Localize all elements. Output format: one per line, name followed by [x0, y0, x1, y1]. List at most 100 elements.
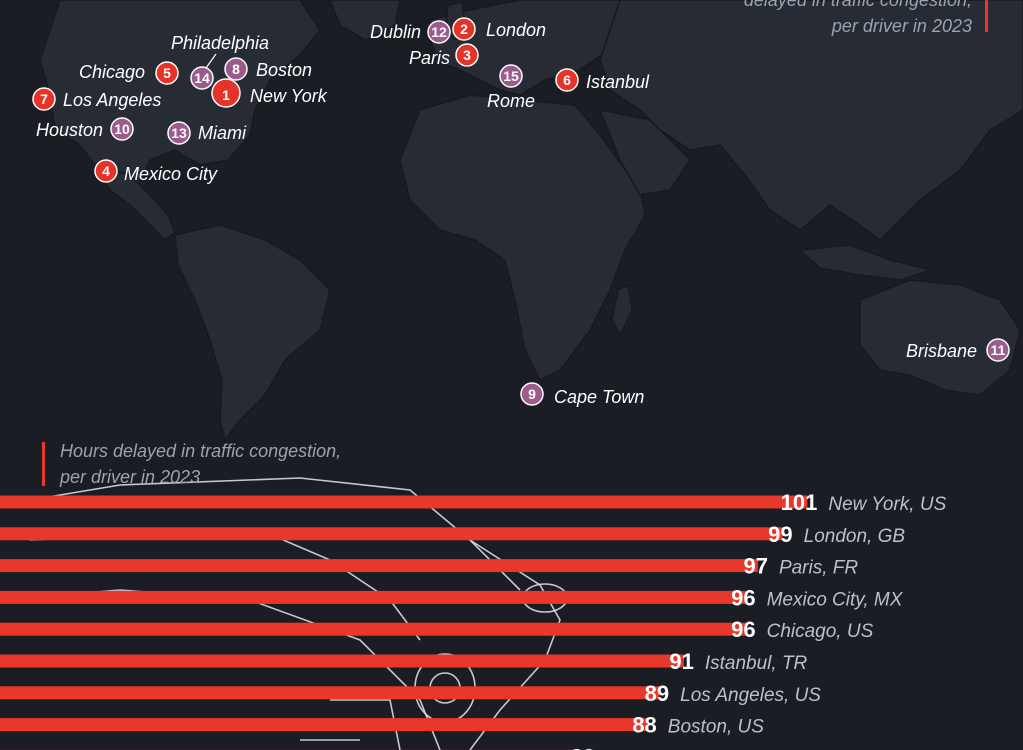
marker-rank: 12 [431, 24, 447, 40]
bar [0, 590, 746, 604]
marker-city-label: London [486, 20, 546, 40]
marker-rank: 1 [222, 87, 230, 103]
bar-category-label: Mexico City, MX [767, 589, 904, 610]
map-marker[interactable]: 13 Miami [167, 121, 247, 145]
bar-row: 91 Istanbul, TR [0, 649, 808, 674]
map-marker[interactable]: 7 Los Angeles [32, 87, 161, 111]
marker-city-label: Cape Town [554, 387, 644, 407]
marker-dot [211, 78, 241, 108]
asia-landmass [599, 0, 1023, 241]
chart-legend-accent-bar [42, 442, 45, 486]
marker-dot [499, 64, 523, 88]
madagascar-landmass [611, 283, 633, 337]
marker-city-label: Chicago [79, 62, 145, 82]
marker-dot [155, 61, 179, 85]
car-grille-outline [300, 699, 401, 750]
marker-rank: 8 [232, 61, 240, 77]
map-marker[interactable]: 10 Houston [36, 117, 134, 141]
marker-dot [94, 159, 118, 183]
bar [0, 559, 758, 573]
top-legend-accent-bar [985, 0, 988, 32]
marker-rank: 10 [114, 121, 130, 137]
marker-rank: 13 [171, 125, 187, 141]
bar-chart: 101 New York, US 99 London, GB 97 Paris, FR 96… [0, 490, 947, 750]
bar [0, 495, 808, 509]
bar-category-label: New York, US [828, 494, 946, 515]
map-marker[interactable]: 8 Boston [224, 57, 312, 81]
bar-row: 88 Boston, US [0, 713, 764, 738]
marker-city-label: Mexico City [124, 164, 218, 184]
map-marker[interactable]: 11 Brisbane [906, 338, 1010, 362]
chart-legend: Hours delayed in traffic congestion, per… [42, 441, 341, 487]
top-legend: delayed in traffic congestion, per drive… [744, 0, 988, 36]
marker-rank: 11 [991, 342, 1006, 358]
bar-row: 96 Chicago, US [0, 617, 874, 642]
car-outline-illustration [0, 477, 568, 750]
bar-row: 83 Cape Town, ZA [0, 744, 736, 750]
map-marker[interactable]: 4 Mexico City [94, 159, 218, 184]
bar-category-label: Los Angeles, US [680, 685, 821, 706]
world-map [39, 0, 1023, 442]
arabian-peninsula-landmass [598, 109, 691, 196]
bar-category-label: Chicago, US [767, 621, 874, 642]
marker-city-label: Miami [198, 123, 247, 143]
map-marker[interactable]: 3 Paris [409, 43, 479, 68]
marker-city-label: Paris [409, 48, 450, 68]
marker-dot [520, 382, 544, 406]
australia-landmass [859, 279, 1021, 396]
map-marker[interactable]: 14 Philadelphia [171, 33, 269, 90]
bar-value-label: 101 [781, 490, 818, 515]
car-roof-outline [0, 477, 521, 591]
marker-city-label: Rome [487, 91, 535, 111]
map-marker[interactable]: 12 Dublin [370, 20, 451, 44]
marker-rank: 9 [528, 386, 536, 402]
bar-value-label: 88 [632, 713, 656, 738]
marker-city-label: Philadelphia [171, 33, 269, 53]
marker-dot [555, 68, 579, 92]
marker-dot [224, 57, 248, 81]
map-marker[interactable]: 5 Chicago [79, 61, 179, 85]
bar-value-label: 96 [731, 585, 755, 610]
marker-dot [986, 338, 1010, 362]
bar-value-label: 97 [743, 554, 767, 579]
south-america-landmass [174, 224, 331, 442]
philadelphia-leader-line [205, 53, 217, 69]
bar-row: 89 Los Angeles, US [0, 681, 821, 706]
marker-rank: 3 [463, 47, 471, 63]
marker-rank: 5 [163, 65, 171, 81]
bar-value-label: 91 [669, 649, 693, 674]
map-markers: 1 New York 2 London 3 Paris 4 Mexico City 5 Chica… [32, 17, 1010, 407]
bar [0, 686, 660, 700]
marker-rank: 2 [460, 21, 468, 37]
marker-dot [32, 87, 56, 111]
top-legend-line1: delayed in traffic congestion, [744, 0, 972, 10]
bar [0, 527, 783, 541]
marker-city-label: Istanbul [586, 72, 650, 92]
bar-row: 96 Mexico City, MX [0, 585, 904, 610]
map-marker[interactable]: 9 Cape Town [520, 382, 644, 407]
marker-rank: 6 [563, 72, 571, 88]
bar-category-label: Istanbul, TR [705, 653, 808, 674]
map-marker[interactable]: 6 Istanbul [555, 68, 650, 92]
marker-rank: 4 [102, 163, 110, 179]
marker-city-label: Boston [256, 60, 312, 80]
bar-value-label: 99 [768, 522, 792, 547]
marker-dot [190, 66, 214, 90]
map-marker[interactable]: 15 Rome [487, 64, 535, 111]
car-side-outline [469, 539, 561, 750]
central-america-landmass [93, 163, 176, 241]
marker-rank: 7 [40, 91, 48, 107]
marker-rank: 14 [194, 70, 210, 86]
map-marker[interactable]: 2 London [452, 17, 546, 41]
marker-city-label: Dublin [370, 22, 421, 42]
marker-city-label: New York [250, 86, 328, 106]
bar-category-label: London, GB [804, 526, 906, 547]
bar [0, 718, 647, 732]
bar-value-label: 89 [645, 681, 669, 706]
bar-row: 101 New York, US [0, 490, 947, 515]
bar-row: 99 London, GB [0, 522, 905, 547]
africa-landmass [399, 94, 646, 381]
map-marker[interactable]: 1 New York [211, 78, 328, 108]
bar-value-label: 96 [731, 617, 755, 642]
bar [0, 622, 746, 636]
